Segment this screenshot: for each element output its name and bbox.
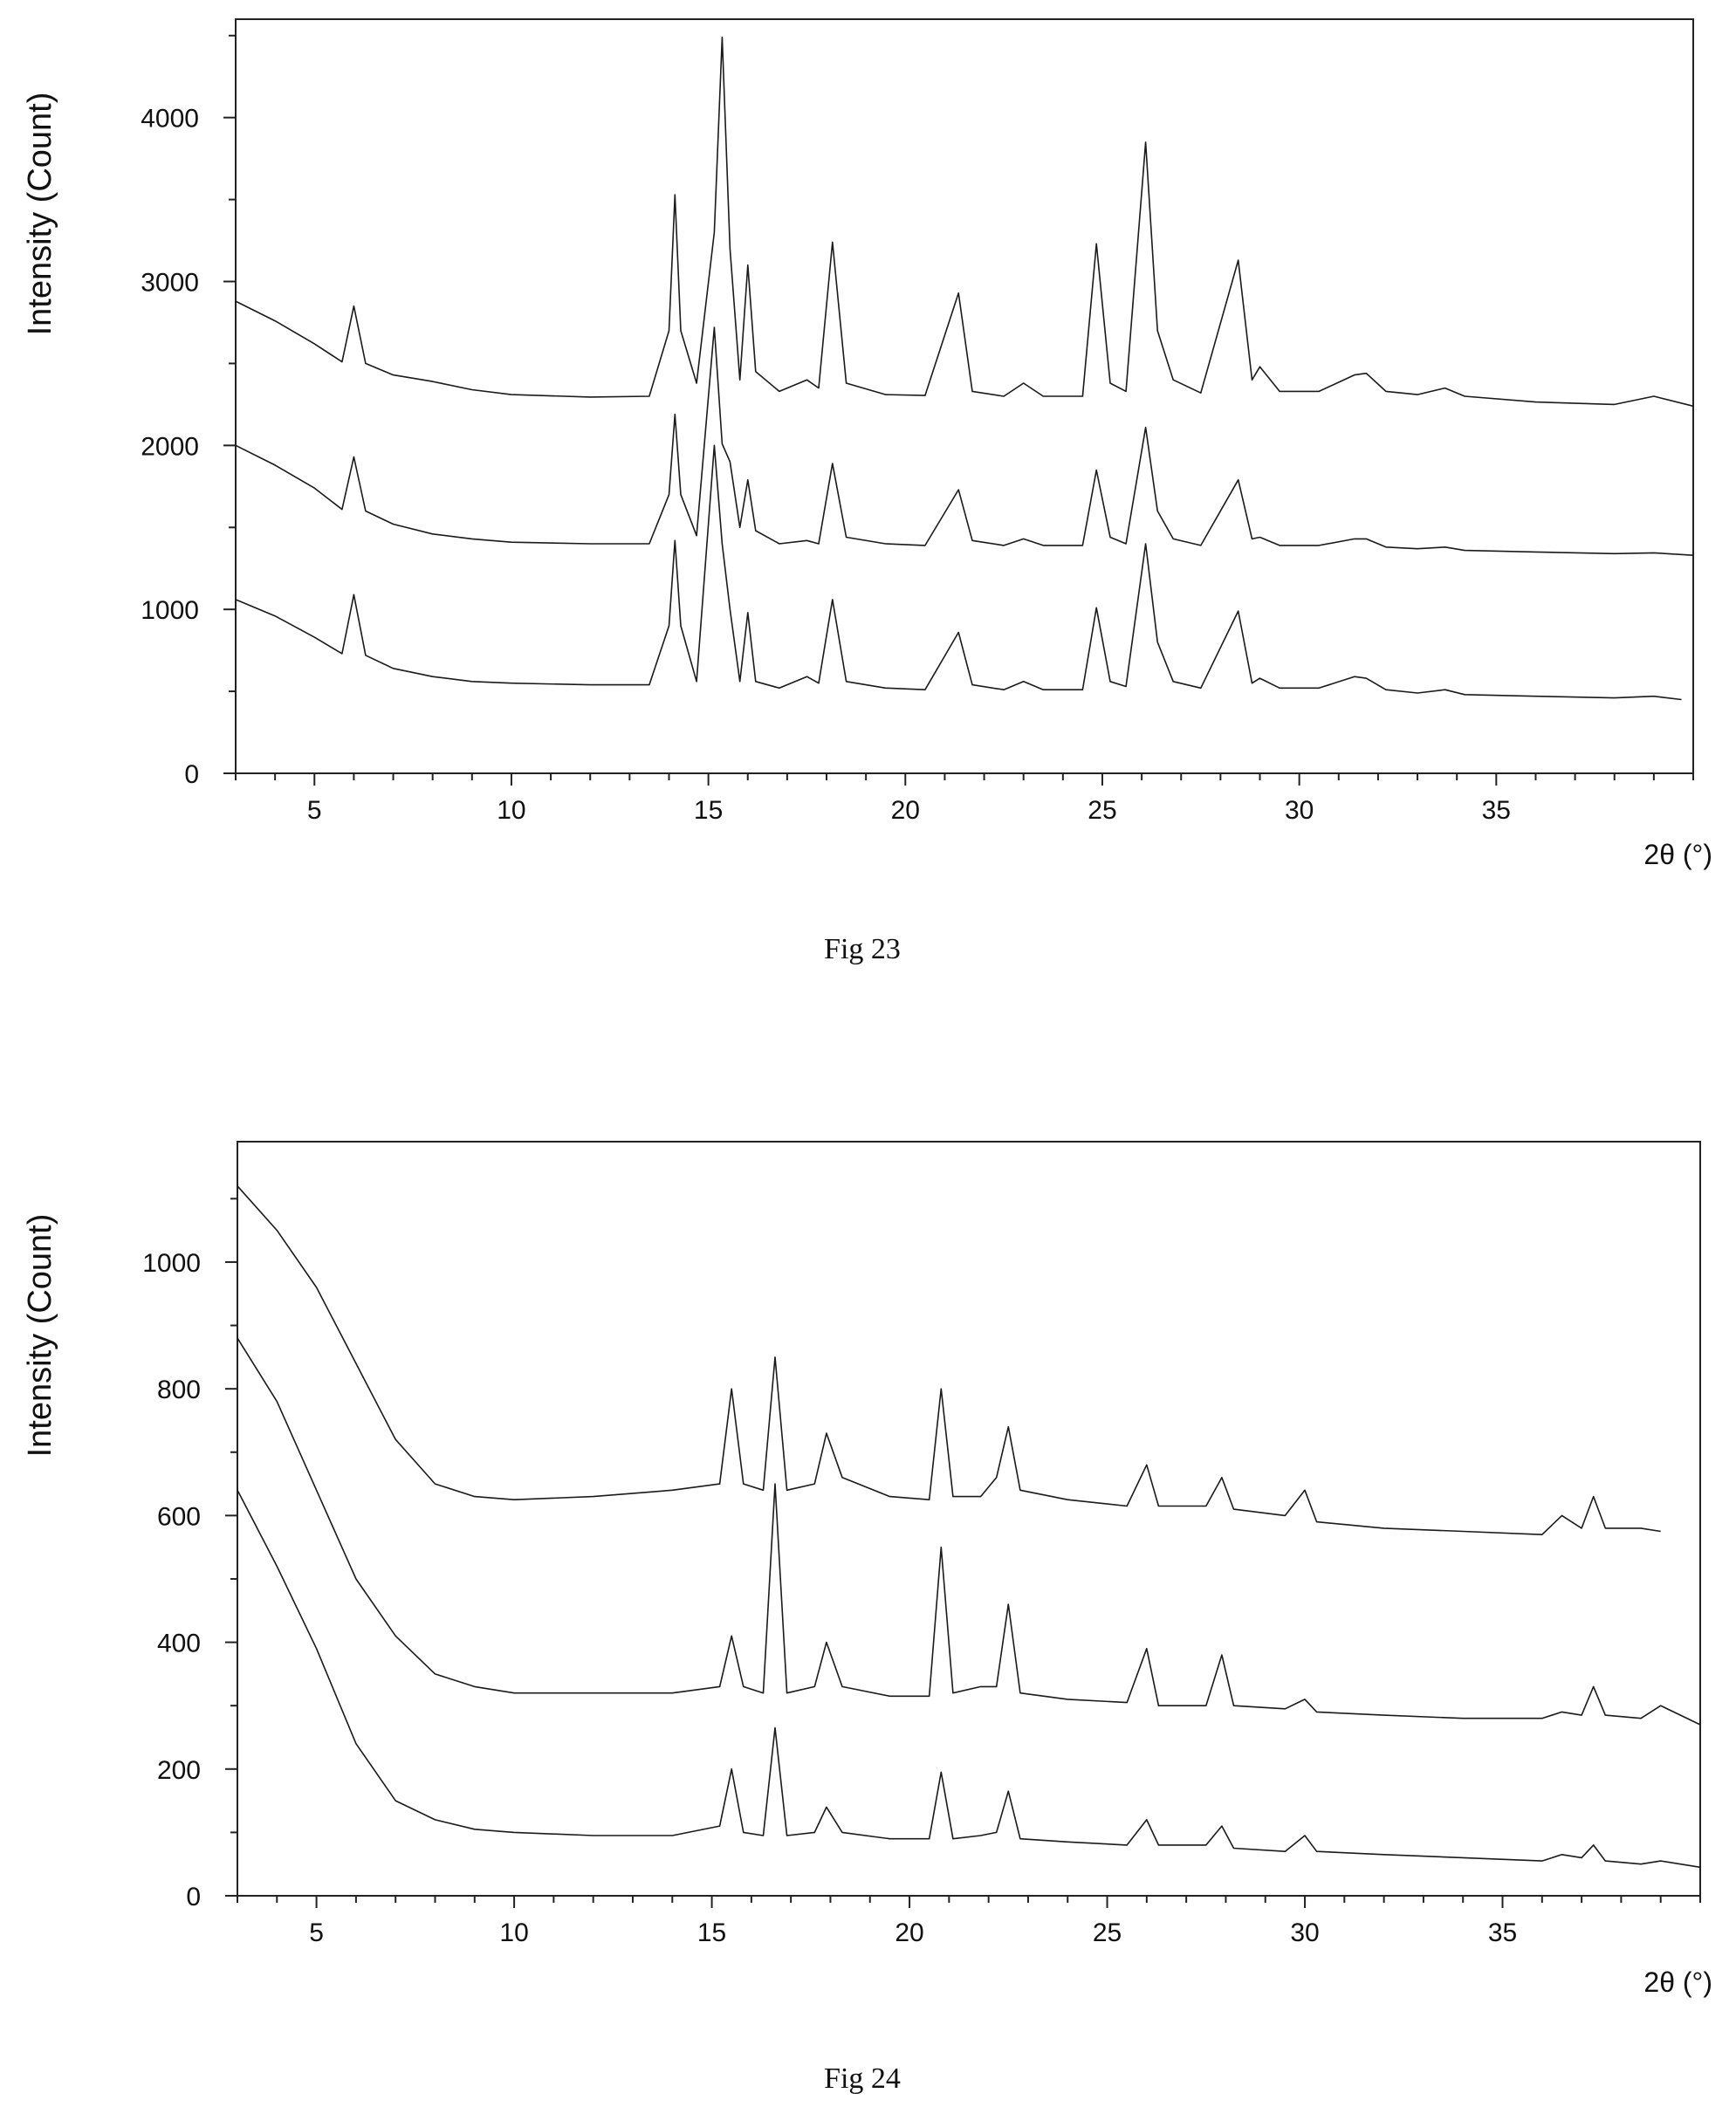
plot-frame xyxy=(237,1141,1701,1897)
y-axis-title: Intensity (Count) xyxy=(22,1214,58,1458)
diffractogram-trace-2 xyxy=(237,1337,1701,1726)
x-tick-label: 25 xyxy=(1093,1918,1122,1947)
y-tick-label: 2000 xyxy=(141,432,199,461)
x-tick-label: 30 xyxy=(1290,1918,1319,1947)
x-axis-unit-label: 2θ (°) xyxy=(1643,1966,1712,1998)
tick-labels: 5 10 15 20 25 30 35 0 1000 2000 3000 4000 xyxy=(141,105,1511,825)
y-axis-title: Intensity (Count) xyxy=(22,93,58,336)
chart-fig-24: 5 10 15 20 25 30 35 0 200 400 600 800 1000 Intensity… xyxy=(22,1141,1712,2095)
series-group xyxy=(237,1185,1701,1869)
x-tick-label: 35 xyxy=(1482,796,1511,825)
y-tick-label: 200 xyxy=(157,1756,201,1785)
diffractogram-trace-3 xyxy=(237,1489,1701,1869)
x-tick-label: 20 xyxy=(895,1918,923,1947)
tick-labels: 5 10 15 20 25 30 35 0 200 400 600 800 1000 xyxy=(142,1249,1517,1947)
diffractogram-trace-1 xyxy=(235,36,1694,408)
chart-fig-23: 5 10 15 20 25 30 35 0 1000 2000 3000 4000 Intensity… xyxy=(22,18,1712,965)
plot-frame xyxy=(235,18,1694,774)
diffractogram-trace-1 xyxy=(237,1185,1661,1535)
y-tick-label: 600 xyxy=(157,1502,201,1531)
x-tick-label: 35 xyxy=(1488,1918,1517,1947)
diffractogram-trace-2 xyxy=(235,326,1694,556)
x-tick-label: 15 xyxy=(697,1918,726,1947)
axis-ticks xyxy=(223,34,1694,786)
y-tick-label: 1000 xyxy=(141,596,199,625)
x-tick-label: 10 xyxy=(499,1918,528,1947)
diffractogram-trace-3 xyxy=(235,444,1682,701)
x-tick-label: 5 xyxy=(309,1918,324,1947)
x-tick-label: 20 xyxy=(891,796,920,825)
y-tick-label: 1000 xyxy=(142,1249,201,1278)
x-tick-label: 30 xyxy=(1285,796,1314,825)
y-tick-label: 0 xyxy=(186,1883,201,1911)
y-tick-label: 4000 xyxy=(141,105,199,134)
figure-caption: Fig 24 xyxy=(824,2062,901,2095)
x-tick-label: 25 xyxy=(1088,796,1116,825)
axis-ticks xyxy=(225,1198,1701,1908)
series-group xyxy=(235,36,1694,701)
y-tick-label: 3000 xyxy=(141,269,199,298)
y-tick-label: 800 xyxy=(157,1376,201,1404)
x-axis-unit-label: 2θ (°) xyxy=(1643,839,1712,870)
figure-caption: Fig 23 xyxy=(824,933,901,965)
x-tick-label: 15 xyxy=(694,796,723,825)
x-tick-label: 5 xyxy=(307,796,322,825)
y-tick-label: 400 xyxy=(157,1630,201,1658)
y-tick-label: 0 xyxy=(184,760,199,789)
x-tick-label: 10 xyxy=(497,796,525,825)
